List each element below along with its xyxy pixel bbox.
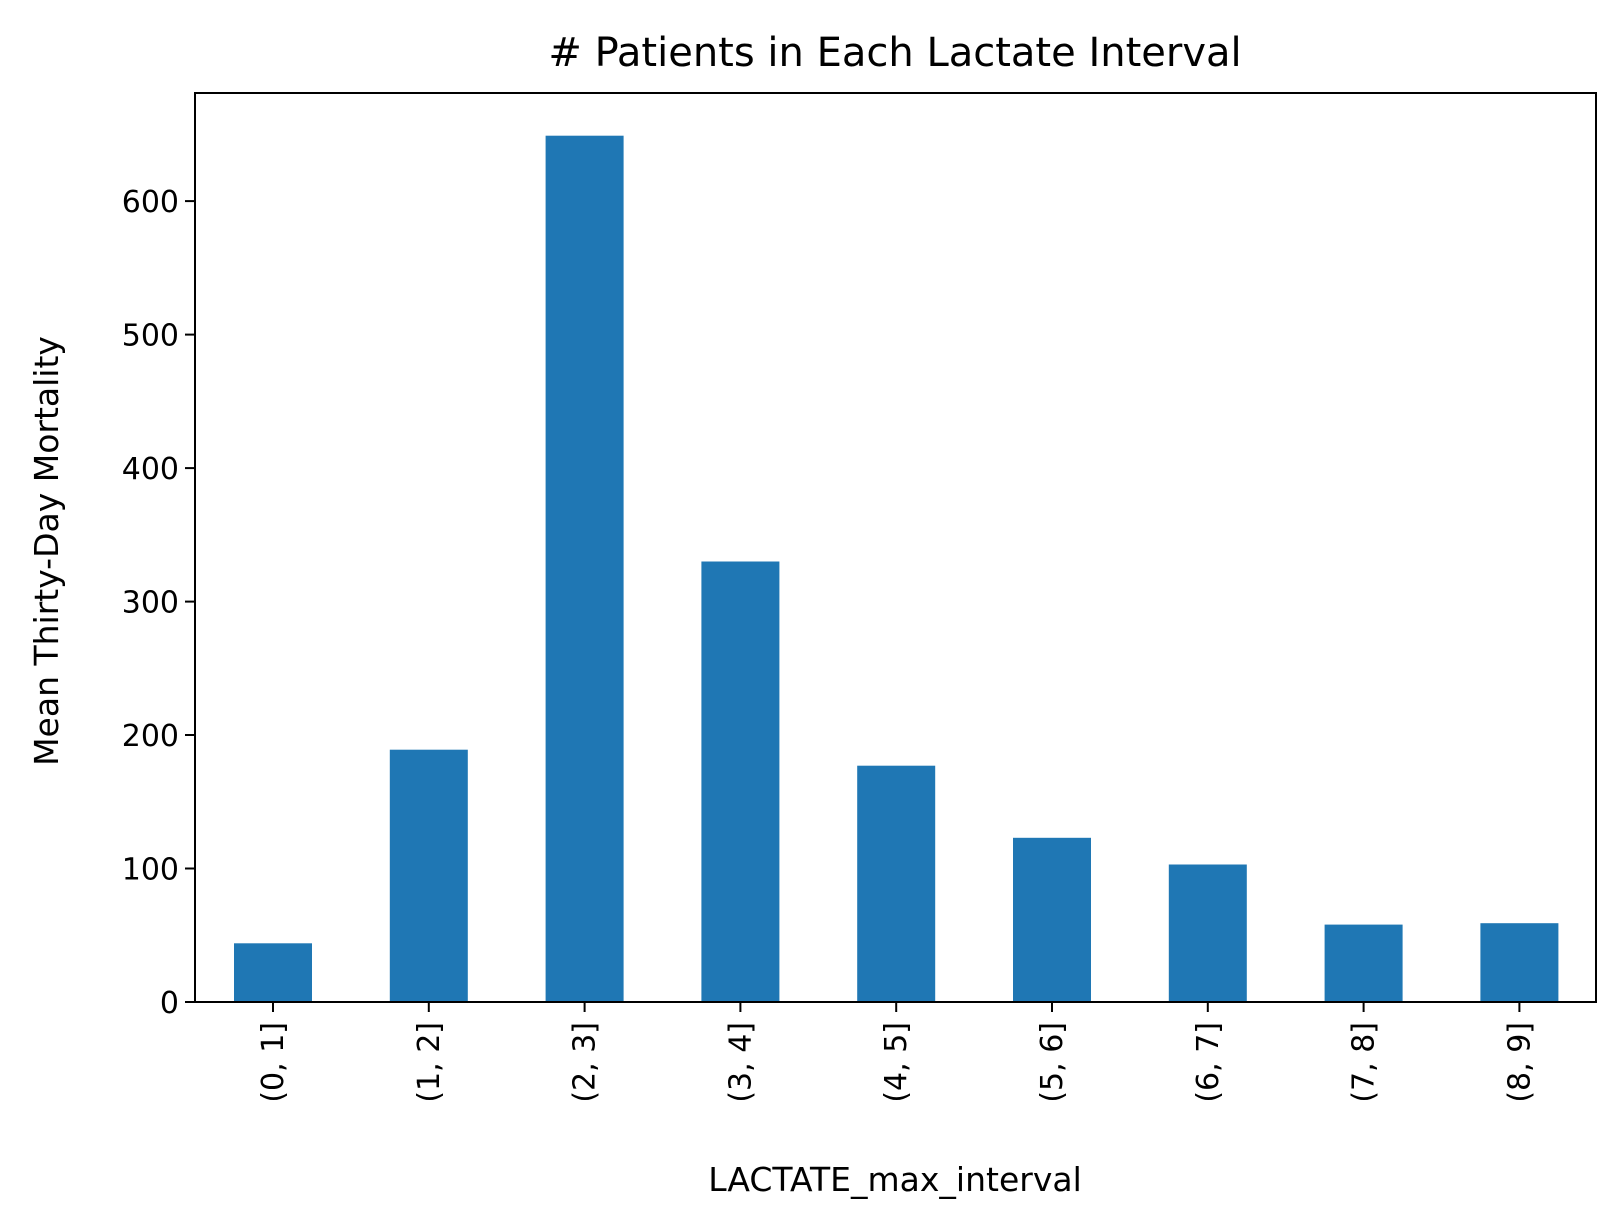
bar	[234, 943, 312, 1002]
bar	[1324, 924, 1403, 1002]
x-tick-label: (6, 7]	[1191, 1022, 1226, 1103]
chart-title: # Patients in Each Lactate Interval	[548, 30, 1241, 76]
bar	[1168, 864, 1247, 1002]
x-axis-label: LACTATE_max_interval	[708, 1160, 1082, 1199]
y-axis-label: Mean Thirty-Day Mortality	[27, 336, 66, 766]
x-tick-label: (8, 9]	[1502, 1022, 1537, 1103]
bars-group	[234, 135, 1559, 1002]
x-tick-label: (4, 5]	[879, 1022, 914, 1103]
bar	[1480, 923, 1559, 1002]
y-tick-label: 300	[122, 586, 179, 621]
y-tick-label: 0	[160, 986, 179, 1021]
x-tick-label: (0, 1]	[256, 1022, 291, 1103]
x-tick-label: (5, 6]	[1035, 1022, 1070, 1103]
bar	[545, 135, 624, 1002]
bar	[857, 765, 936, 1002]
bar	[389, 749, 468, 1002]
x-tick-label: (3, 4]	[723, 1022, 758, 1103]
y-axis-ticks: 0 100 200 300 400 500 600	[122, 185, 195, 1021]
bar	[701, 561, 780, 1002]
y-tick-label: 100	[122, 853, 179, 888]
y-tick-label: 200	[122, 719, 179, 754]
x-axis-ticks: (0, 1] (1, 2] (2, 3] (3, 4] (4, 5] (5, 6] (6, …	[256, 1002, 1537, 1103]
x-tick-label: (2, 3]	[568, 1022, 603, 1103]
plot-frame	[194, 92, 1597, 1003]
bar	[1013, 837, 1091, 1002]
y-tick-label: 400	[122, 452, 179, 487]
x-tick-label: (7, 8]	[1347, 1022, 1382, 1103]
y-tick-label: 600	[122, 185, 179, 220]
y-tick-label: 500	[122, 319, 179, 354]
x-tick-label: (1, 2]	[412, 1022, 447, 1103]
